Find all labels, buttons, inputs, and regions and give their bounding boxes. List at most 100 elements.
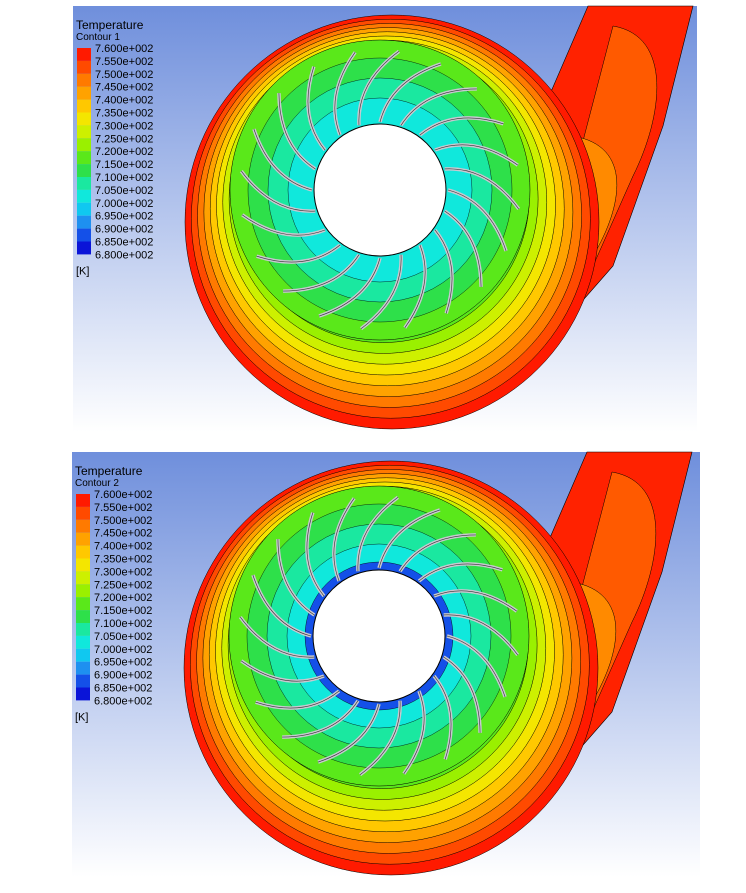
blade-edge — [333, 498, 355, 582]
legend-label: 7.600e+002 — [94, 489, 152, 501]
blade-edge — [241, 170, 316, 212]
blade-edge — [319, 257, 381, 317]
legend-swatch — [76, 687, 90, 701]
legend-swatch — [76, 494, 90, 507]
legend-swatch — [77, 125, 91, 139]
legend-label: 7.100e+002 — [95, 172, 153, 184]
legend-label: 7.450e+002 — [94, 528, 152, 540]
legend-label: 7.050e+002 — [94, 631, 152, 643]
blade-edge — [418, 563, 503, 582]
blade-edge — [379, 63, 441, 123]
blade-edge — [434, 229, 453, 314]
legend-label: 7.350e+002 — [94, 554, 152, 566]
legend-swatch — [76, 674, 90, 688]
legend-swatch — [76, 648, 90, 662]
blade-edge — [255, 690, 340, 709]
legend-label: 7.150e+002 — [94, 605, 152, 617]
legend-unit: [K] — [76, 265, 89, 277]
blade-edge — [283, 254, 360, 292]
legend-title: Temperature — [75, 464, 143, 478]
legend-subtitle: Contour 1 — [76, 32, 120, 43]
legend-swatch — [76, 545, 90, 559]
blade-edge — [282, 700, 359, 738]
legend-label: 6.900e+002 — [94, 670, 152, 682]
hub — [312, 569, 446, 703]
legend-label: 7.300e+002 — [94, 566, 152, 578]
legend-label: 6.900e+002 — [95, 224, 153, 236]
blade-edge — [444, 210, 482, 287]
blade-edge — [307, 66, 326, 151]
legend-label: 7.500e+002 — [94, 515, 152, 527]
legend-label: 7.000e+002 — [94, 644, 152, 656]
legend-label: 7.550e+002 — [94, 502, 152, 514]
legend-title: Temperature — [76, 18, 144, 32]
legend-label: 7.450e+002 — [95, 82, 153, 94]
blade-edge — [434, 144, 518, 166]
legend-swatch — [77, 177, 91, 190]
blade-edge — [443, 656, 481, 733]
blade-edge — [446, 635, 506, 697]
legend-label: 7.000e+002 — [95, 198, 153, 210]
legend-swatch — [76, 597, 90, 611]
blade-edge — [241, 660, 325, 682]
legend-label: 7.300e+002 — [95, 120, 153, 132]
legend-swatch — [76, 623, 90, 636]
legend-label: 7.250e+002 — [94, 579, 152, 591]
blade-edge — [433, 675, 452, 760]
blade-edge — [277, 539, 315, 616]
blade-edge — [444, 168, 519, 210]
legend-label: 7.100e+002 — [94, 618, 152, 630]
blade-edge — [358, 51, 400, 126]
hub — [313, 123, 447, 257]
legend-swatch — [77, 164, 91, 177]
legend-swatch — [76, 661, 90, 675]
blade-edge — [400, 88, 477, 126]
legend-swatch — [77, 73, 91, 87]
blade-edge — [360, 254, 402, 329]
legend-swatch — [77, 112, 91, 126]
legend-label: 7.200e+002 — [94, 592, 152, 604]
legend-label: 7.600e+002 — [95, 43, 153, 55]
legend-swatch — [77, 151, 91, 165]
legend-swatch — [77, 138, 91, 152]
legend-swatch — [76, 610, 90, 623]
blade-edge — [378, 509, 440, 569]
legend-swatch — [76, 519, 90, 533]
blade-edge — [318, 703, 380, 763]
legend-label: 6.850e+002 — [95, 237, 153, 249]
legend-swatch — [77, 60, 91, 74]
legend-swatch — [77, 202, 91, 216]
blade-edge — [256, 244, 341, 263]
legend-label: 6.950e+002 — [94, 657, 152, 669]
blade-edge — [419, 117, 504, 136]
legend-label: 7.150e+002 — [95, 159, 153, 171]
legend-swatch — [76, 558, 90, 572]
legend-label: 7.500e+002 — [95, 69, 153, 81]
legend-subtitle: Contour 2 — [75, 478, 119, 489]
legend-swatch — [76, 571, 90, 585]
legend-swatch — [77, 241, 91, 255]
legend-label: 7.550e+002 — [95, 56, 153, 68]
legend-swatch — [76, 584, 90, 598]
legend-label: 6.800e+002 — [95, 249, 153, 261]
blade-edge — [334, 52, 356, 136]
legend-swatch — [77, 99, 91, 113]
blade-edge — [359, 700, 401, 775]
blade-edge — [447, 189, 507, 251]
blade-edge — [253, 129, 313, 191]
legend-label: 7.200e+002 — [95, 146, 153, 158]
blade-edge — [357, 497, 399, 572]
blade-edge — [403, 690, 425, 774]
legend-label: 7.050e+002 — [95, 185, 153, 197]
blade-edge — [433, 590, 517, 612]
legend-swatch — [77, 228, 91, 242]
blade-edge — [443, 614, 518, 656]
blade-edge — [240, 616, 315, 658]
legend-label: 7.350e+002 — [95, 108, 153, 120]
legend-label: 6.850e+002 — [94, 683, 152, 695]
legend-swatch — [76, 506, 90, 520]
legend-label: 7.400e+002 — [94, 541, 152, 553]
blade-edge — [252, 575, 312, 637]
